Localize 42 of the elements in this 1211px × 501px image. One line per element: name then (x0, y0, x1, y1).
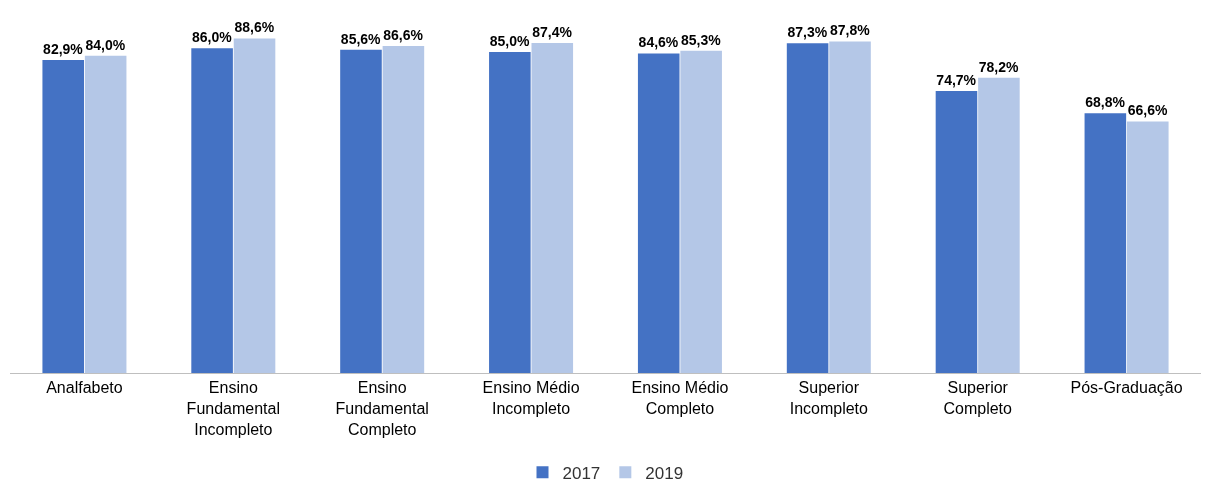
data-label: 78,2% (978, 58, 1020, 75)
bar (935, 90, 978, 373)
data-label: 74,7% (936, 71, 977, 88)
bar (786, 43, 829, 373)
legend-label: 2017 (562, 463, 601, 483)
x-tick-label: Ensino Médio Incompleto (482, 379, 580, 417)
bar (531, 42, 574, 373)
x-tick-label: Pós-Graduação (1070, 379, 1183, 397)
bar (382, 45, 425, 373)
bar (489, 51, 531, 373)
bar (978, 77, 1020, 373)
x-tick-label: Ensino Fundamental Completo (335, 379, 429, 438)
data-label: 85,3% (681, 31, 722, 48)
data-label: 86,0% (191, 29, 233, 46)
data-label: 86,6% (383, 26, 424, 43)
data-label: 85,6% (340, 30, 382, 47)
x-tick-label: Ensino Fundamental Incompleto (186, 379, 281, 438)
data-label: 82,9% (43, 40, 84, 57)
legend-label: 2019 (645, 463, 684, 483)
bar (84, 55, 127, 373)
data-label: 88,6% (234, 19, 275, 36)
bar (637, 53, 680, 373)
bar (1126, 121, 1169, 373)
bar (191, 48, 233, 373)
bar (340, 49, 382, 373)
bar (1084, 113, 1127, 373)
data-label: 85,0% (489, 32, 530, 49)
x-tick-label: Ensino Médio Completo (631, 379, 729, 417)
data-label: 84,0% (85, 36, 126, 53)
data-label: 87,4% (532, 23, 573, 40)
x-tick-label: Analfabeto (46, 379, 123, 397)
data-label: 87,8% (829, 22, 871, 39)
data-label: 66,6% (1127, 102, 1168, 119)
x-tick-label: Superior Incompleto (789, 379, 869, 417)
bar (829, 41, 871, 373)
x-tick-label: Superior Completo (943, 379, 1013, 417)
bar (233, 38, 276, 373)
data-label: 84,6% (638, 34, 679, 51)
data-label: 87,3% (787, 24, 828, 41)
data-label: 68,8% (1085, 94, 1126, 111)
bar (680, 50, 722, 373)
bar (42, 59, 85, 373)
